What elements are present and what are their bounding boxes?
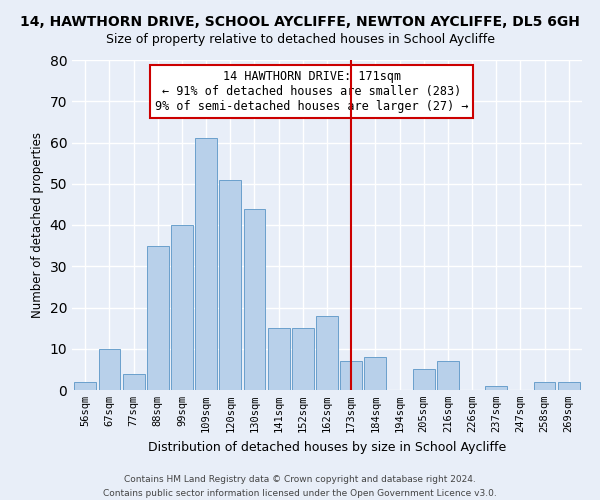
Text: Contains HM Land Registry data © Crown copyright and database right 2024.
Contai: Contains HM Land Registry data © Crown c…	[103, 476, 497, 498]
Text: Size of property relative to detached houses in School Aycliffe: Size of property relative to detached ho…	[106, 32, 494, 46]
Text: 14 HAWTHORN DRIVE: 171sqm
← 91% of detached houses are smaller (283)
9% of semi-: 14 HAWTHORN DRIVE: 171sqm ← 91% of detac…	[155, 70, 469, 113]
Bar	[220, 180, 241, 390]
Bar	[533, 382, 556, 390]
Bar	[437, 361, 459, 390]
Bar	[558, 382, 580, 390]
Bar	[364, 357, 386, 390]
Bar	[316, 316, 338, 390]
Bar	[292, 328, 314, 390]
Bar	[485, 386, 507, 390]
Bar	[123, 374, 145, 390]
Bar	[98, 349, 121, 390]
Text: 14, HAWTHORN DRIVE, SCHOOL AYCLIFFE, NEWTON AYCLIFFE, DL5 6GH: 14, HAWTHORN DRIVE, SCHOOL AYCLIFFE, NEW…	[20, 15, 580, 29]
Bar	[147, 246, 169, 390]
Bar	[171, 225, 193, 390]
Bar	[244, 208, 265, 390]
Y-axis label: Number of detached properties: Number of detached properties	[31, 132, 44, 318]
X-axis label: Distribution of detached houses by size in School Aycliffe: Distribution of detached houses by size …	[148, 440, 506, 454]
Bar	[268, 328, 290, 390]
Bar	[340, 361, 362, 390]
Bar	[413, 370, 434, 390]
Bar	[74, 382, 96, 390]
Bar	[195, 138, 217, 390]
